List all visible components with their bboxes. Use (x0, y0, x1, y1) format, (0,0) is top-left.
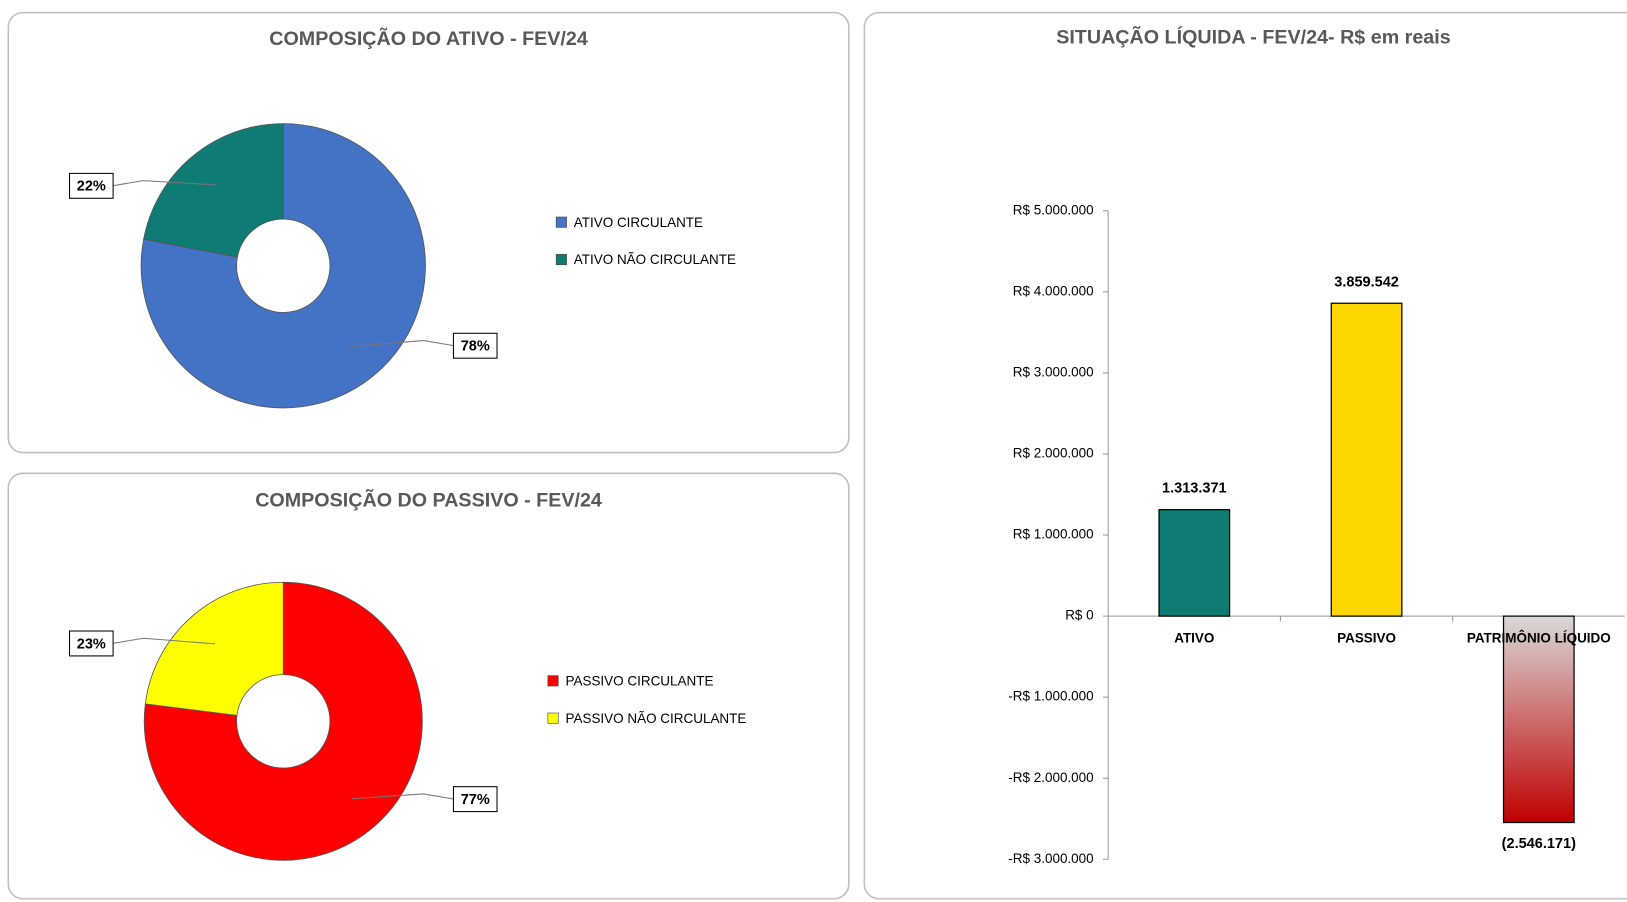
panel (7, 472, 850, 900)
y-tick-label: R$ 0 (1065, 608, 1093, 623)
legend-label: PASSIVO NÃO CIRCULANTE (566, 711, 747, 726)
data-label: 3.859.542 (1334, 274, 1399, 290)
data-label: 77% (461, 792, 490, 808)
data-label: 23% (77, 636, 106, 652)
y-tick-label: R$ 5.000.000 (1013, 202, 1094, 217)
bar (1502, 615, 1575, 824)
legend-swatch (547, 712, 559, 724)
data-label: 78% (461, 339, 490, 355)
leader-line (111, 180, 217, 187)
bar (1158, 509, 1231, 617)
y-tick-label: -R$ 2.000.000 (1008, 770, 1093, 785)
panel (7, 11, 850, 454)
legend-label: ATIVO NÃO CIRCULANTE (574, 252, 736, 267)
legend-label: PASSIVO CIRCULANTE (566, 673, 714, 688)
legend-swatch (547, 675, 559, 687)
y-tick-label: R$ 1.000.000 (1013, 527, 1094, 542)
legend-swatch (555, 216, 567, 228)
y-tick-label: R$ 2.000.000 (1013, 446, 1094, 461)
donut-slice (143, 581, 423, 861)
x-tick-label: ATIVO (1174, 631, 1214, 646)
data-label: 1.313.371 (1162, 481, 1227, 497)
data-label-box (69, 172, 114, 199)
y-tick-label: -R$ 3.000.000 (1008, 851, 1093, 866)
y-tick-label: R$ 4.000.000 (1013, 283, 1094, 298)
chart-title: COMPOSIÇÃO DO PASSIVO - FEV/24 (255, 489, 602, 512)
leader-line (111, 637, 216, 645)
legend-label: ATIVO CIRCULANTE (574, 215, 703, 230)
legend-swatch (555, 254, 567, 266)
data-label: (2.546.171) (1502, 836, 1576, 852)
bar (1330, 302, 1403, 617)
panel (863, 11, 1627, 900)
y-tick-label: -R$ 1.000.000 (1008, 689, 1093, 704)
donut-slice (143, 123, 284, 258)
leader-line (350, 340, 455, 348)
donut-slice (140, 123, 426, 409)
x-tick-label: PATRIMÔNIO LÍQUIDO (1467, 631, 1611, 646)
data-label: 22% (77, 179, 106, 195)
data-label-box (452, 332, 498, 359)
data-label-box (69, 630, 114, 657)
y-tick-label: R$ 3.000.000 (1013, 364, 1094, 379)
x-tick-label: PASSIVO (1337, 631, 1396, 646)
chart-title: SITUAÇÃO LÍQUIDA - FEV/24- R$ em reais (1056, 26, 1451, 49)
data-label-box (452, 786, 498, 813)
donut-slice (144, 581, 284, 716)
leader-line (351, 793, 455, 800)
chart-title: COMPOSIÇÃO DO ATIVO - FEV/24 (269, 27, 588, 50)
